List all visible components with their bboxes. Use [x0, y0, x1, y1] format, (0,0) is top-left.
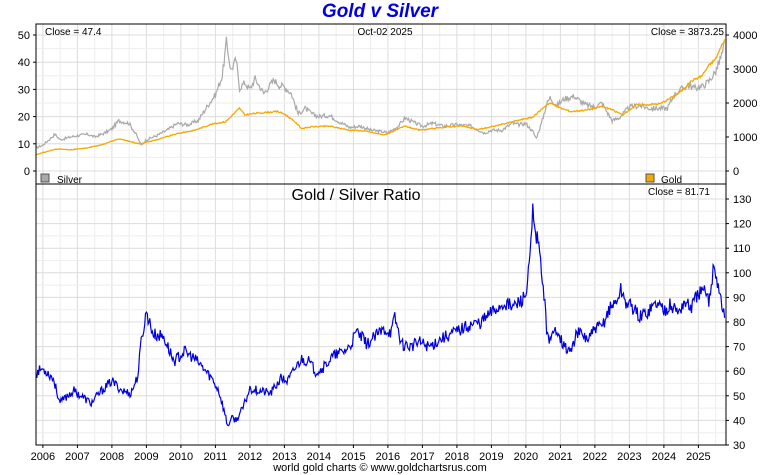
top-left-tick-label: 50 [18, 30, 30, 42]
x-tick-label: 2015 [341, 451, 365, 463]
footer-credit: world gold charts © www.goldchartsrus.co… [273, 462, 487, 474]
silver-legend-label: Silver [57, 175, 83, 186]
ratio-line [35, 203, 726, 427]
x-tick-label: 2017 [410, 451, 434, 463]
x-tick-label: 2018 [445, 451, 469, 463]
x-tick-label: 2008 [100, 451, 124, 463]
top-left-tick-label: 10 [18, 139, 30, 151]
x-tick-label: 2023 [617, 451, 641, 463]
silver-price-line [35, 36, 726, 149]
x-axis: 2006 2007 2008 2009 2010 2011 2012 2013 2014 2015… [31, 445, 711, 463]
x-tick-label: 2007 [65, 451, 89, 463]
x-tick-label: 2021 [548, 451, 572, 463]
gold-price-line [35, 39, 726, 156]
x-tick-label: 2016 [376, 451, 400, 463]
bottom-right-tick-label: 130 [733, 194, 751, 206]
top-left-tick-label: 30 [18, 84, 30, 96]
x-tick-label: 2019 [479, 451, 503, 463]
silver-legend-swatch [40, 173, 50, 183]
x-tick-label: 2024 [652, 451, 676, 463]
bottom-panel-frame [35, 183, 727, 446]
gold-legend-swatch [645, 173, 655, 183]
bottom-right-tick-label: 70 [733, 342, 745, 354]
x-tick-label: 2009 [134, 451, 158, 463]
top-left-tick-label: 0 [24, 166, 30, 178]
top-right-tick-label: 1000 [733, 132, 757, 144]
chart-title: Gold v Silver [321, 1, 439, 22]
x-tick-label: 2006 [31, 451, 55, 463]
bottom-right-axis: 30 40 50 60 70 80 90 100 110 120 130 [726, 194, 751, 452]
bottom-right-tick-label: 120 [733, 219, 751, 231]
top-right-axis: 0 1000 2000 3000 4000 [726, 30, 757, 178]
top-right-tick-label: 3000 [733, 64, 757, 76]
bottom-right-tick-label: 110 [733, 243, 751, 255]
bottom-right-tick-label: 60 [733, 366, 745, 378]
bottom-right-tick-label: 40 [733, 415, 745, 427]
x-tick-label: 2020 [514, 451, 538, 463]
bottom-right-tick-label: 80 [733, 317, 745, 329]
gold-legend-label: Gold [661, 175, 682, 186]
x-tick-label: 2013 [272, 451, 296, 463]
top-panel-frame [35, 23, 727, 185]
gold-close-label: Close = 3873.25 [651, 27, 725, 38]
x-tick-label: 2022 [583, 451, 607, 463]
bottom-right-tick-label: 30 [733, 440, 745, 452]
ratio-close-label: Close = 81.71 [648, 187, 710, 198]
top-panel-series [35, 36, 726, 156]
top-right-tick-label: 0 [733, 166, 739, 178]
x-tick-label: 2010 [169, 451, 193, 463]
top-panel-grid [36, 24, 726, 184]
bottom-right-tick-label: 50 [733, 391, 745, 403]
date-label: Oct-02 2025 [357, 27, 412, 38]
x-tick-label: 2025 [686, 451, 710, 463]
top-right-tick-label: 4000 [733, 30, 757, 42]
bottom-right-tick-label: 100 [733, 268, 751, 280]
silver-close-label: Close = 47.4 [45, 27, 102, 38]
top-left-tick-label: 20 [18, 112, 30, 124]
ratio-panel-title: Gold / Silver Ratio [292, 187, 421, 204]
bottom-panel-series [35, 203, 726, 427]
top-right-tick-label: 2000 [733, 98, 757, 110]
x-tick-label: 2011 [204, 451, 228, 463]
bottom-right-tick-label: 90 [733, 292, 745, 304]
top-left-tick-label: 40 [18, 57, 30, 69]
x-tick-label: 2014 [307, 451, 331, 463]
top-left-axis: 0 10 20 30 40 50 [18, 30, 36, 178]
x-tick-label: 2012 [238, 451, 262, 463]
bottom-panel-grid [36, 184, 726, 446]
